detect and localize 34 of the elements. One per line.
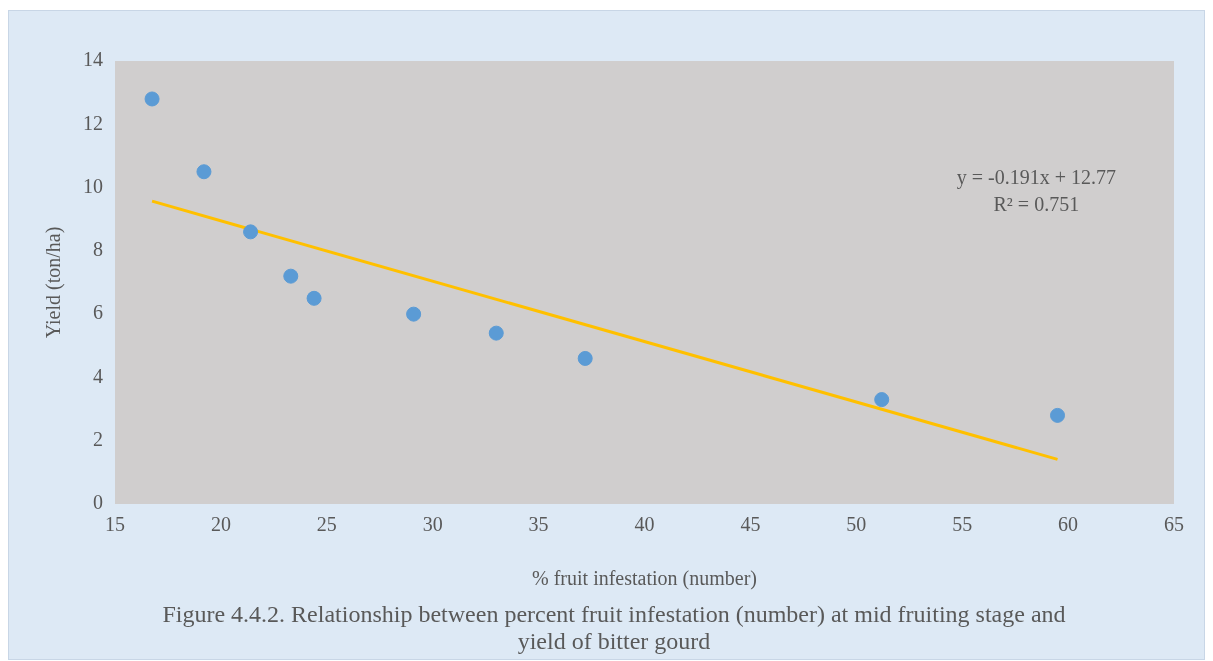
x-tick-label: 15 [105, 513, 125, 536]
y-tick-label: 4 [93, 364, 103, 387]
point [196, 164, 212, 180]
point [243, 224, 259, 240]
x-tick-label: 30 [422, 513, 443, 536]
point [488, 325, 504, 341]
x-tick-label: 25 [316, 513, 337, 536]
y-tick-label: 10 [83, 174, 103, 197]
y-axis-title: Yield (ton/ha) [42, 226, 66, 339]
x-tick-label: 45 [740, 513, 761, 536]
x-tick-label: 20 [210, 513, 231, 536]
x-tick-label: 65 [1164, 513, 1184, 536]
point [577, 350, 593, 366]
y-tick-label: 2 [93, 427, 103, 450]
x-axis-title: % fruit infestation (number) [532, 567, 757, 591]
annotation: y = -0.191x + 12.77 [956, 166, 1116, 190]
x-tick-label: 55 [952, 513, 973, 536]
point [306, 290, 322, 306]
y-tick-label: 0 [93, 491, 103, 514]
y-tick-label: 14 [83, 48, 103, 71]
point [406, 306, 422, 322]
point [144, 91, 160, 107]
x-tick-label: 60 [1058, 513, 1079, 536]
y-tick-label: 6 [93, 301, 103, 324]
annotation: R² = 0.751 [993, 193, 1080, 216]
point [874, 392, 890, 408]
point [1050, 407, 1066, 423]
point [283, 268, 299, 284]
x-tick-label: 40 [634, 513, 655, 536]
y-tick-label: 12 [83, 111, 103, 134]
x-tick-label: 50 [846, 513, 867, 536]
text: Figure 4.4.2. Relationship between percent fruit infestation (number) at mid fruiting stage and yield of bitter gourd [161, 601, 1067, 655]
y-tick-label: 8 [93, 238, 103, 261]
x-tick-label: 35 [528, 513, 549, 536]
